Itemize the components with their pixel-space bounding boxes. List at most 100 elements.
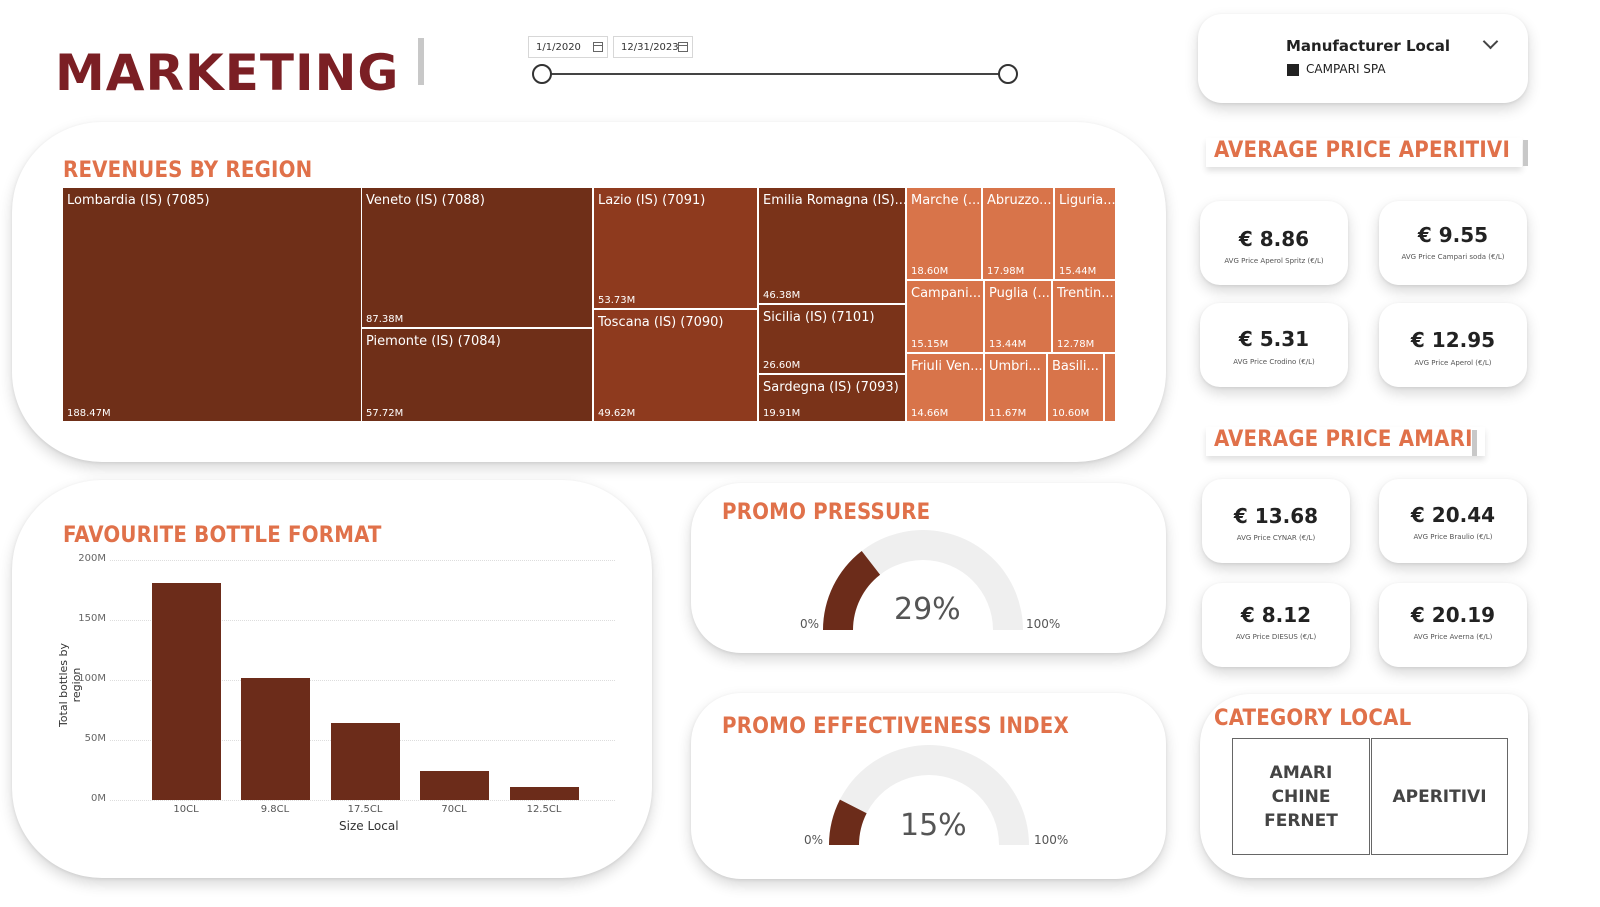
treemap-tile-value: 49.62M	[598, 408, 636, 419]
manufacturer-slicer-title: Manufacturer Local	[1286, 37, 1451, 55]
bar[interactable]	[330, 723, 400, 800]
x-tick-label: 70CL	[441, 804, 467, 815]
price-card-value: € 8.12	[1240, 603, 1312, 627]
price-card-label: AVG Price Crodino (€/L)	[1233, 358, 1315, 366]
treemap-tile-value: 57.72M	[366, 408, 404, 419]
gridline	[110, 620, 615, 621]
treemap-tile[interactable]: Sardegna (IS) (7093) 19.91M	[759, 375, 907, 423]
treemap-tile-label: Toscana (IS) (7090)	[598, 315, 724, 330]
date-range-end-handle[interactable]	[998, 64, 1018, 84]
treemap-tile[interactable]: Puglia (... 13.44M	[985, 281, 1053, 354]
treemap-tile-value: 87.38M	[366, 314, 404, 325]
bottle-chart-x-axis-label: Size Local	[339, 819, 399, 833]
bar[interactable]	[151, 582, 221, 800]
y-tick-label: 200M	[78, 553, 106, 564]
x-tick-label: 17.5CL	[347, 804, 383, 815]
promo-effectiveness-card	[691, 693, 1166, 879]
promo-pressure-max: 100%	[1026, 617, 1061, 631]
header-divider	[1472, 430, 1477, 456]
treemap-tile-value: 14.66M	[911, 408, 949, 419]
treemap-tile-label: Liguria...	[1059, 193, 1116, 208]
treemap-tile-label: Trentin...	[1057, 286, 1114, 301]
end-date-input[interactable]: 12/31/2023	[613, 36, 693, 58]
manufacturer-slicer[interactable]	[1198, 14, 1528, 103]
header-divider	[1523, 140, 1528, 166]
category-local-card	[1200, 694, 1528, 878]
start-date-input[interactable]: 1/1/2020	[528, 36, 608, 58]
treemap-tile-label: Basili...	[1052, 359, 1099, 374]
price-card-aperol	[1379, 303, 1527, 387]
treemap-tile-label: Sicilia (IS) (7101)	[763, 310, 875, 325]
treemap-tile[interactable]: Sicilia (IS) (7101) 26.60M	[759, 305, 907, 375]
manufacturer-selected-value[interactable]: CAMPARI SPA	[1306, 62, 1386, 76]
gridline	[110, 680, 615, 681]
treemap-tile-value: 10.60M	[1052, 408, 1090, 419]
price-card-value: € 13.68	[1233, 504, 1319, 528]
price-card-value: € 20.19	[1410, 603, 1496, 627]
price-card-value: € 5.31	[1238, 327, 1310, 351]
category-tile-label: APERITIVI	[1392, 786, 1487, 807]
price-card-cynar	[1202, 479, 1350, 563]
category-local-title: CATEGORY LOCAL	[1214, 706, 1412, 731]
treemap-tile[interactable]: Liguria... 15.44M	[1055, 188, 1117, 281]
manufacturer-checkbox[interactable]	[1287, 64, 1299, 76]
price-card-label: AVG Price CYNAR (€/L)	[1236, 534, 1316, 542]
treemap-tile[interactable]: Marche (... 18.60M	[907, 188, 983, 281]
treemap-tile-value: 13.44M	[989, 339, 1027, 350]
calendar-icon[interactable]	[593, 42, 603, 52]
treemap-tile-value: 11.67M	[989, 408, 1027, 419]
promo-pressure-gauge	[823, 530, 1023, 630]
treemap-tile-value: 15.44M	[1059, 266, 1097, 277]
treemap-tile[interactable]: Umbri... 11.67M	[985, 354, 1048, 423]
date-range-slider-track[interactable]	[542, 73, 1009, 75]
treemap-tile[interactable]	[1105, 354, 1117, 423]
favourite-bottle-format-card	[12, 480, 652, 878]
average-price-aperitivi-title: AVERAGE PRICE APERITIVI	[1206, 138, 1523, 167]
y-tick-label: 50M	[84, 733, 106, 744]
treemap-tile-value: 18.60M	[911, 266, 949, 277]
treemap-tile[interactable]: Veneto (IS) (7088) 87.38M	[362, 188, 594, 329]
treemap-tile-value: 26.60M	[763, 360, 801, 371]
treemap-tile-value: 188.47M	[67, 408, 111, 419]
price-card-label: AVG Price Campari soda (€/L)	[1401, 253, 1505, 261]
treemap-tile[interactable]: Abruzzo... 17.98M	[983, 188, 1055, 281]
treemap-tile[interactable]: Basili... 10.60M	[1048, 354, 1105, 423]
treemap-tile[interactable]: Piemonte (IS) (7084) 57.72M	[362, 329, 594, 423]
category-tile-aperitivi[interactable]: APERITIVI	[1371, 738, 1508, 855]
treemap-tile[interactable]: Lombardia (IS) (7085) 188.47M	[63, 188, 363, 423]
promo-effectiveness-value: 15%	[900, 808, 967, 843]
bar[interactable]	[509, 786, 579, 800]
treemap-tile-value: 12.78M	[1057, 339, 1095, 350]
treemap-tile-label: Lazio (IS) (7091)	[598, 193, 706, 208]
date-range-start-handle[interactable]	[532, 64, 552, 84]
treemap-tile[interactable]: Friuli Ven... 14.66M	[907, 354, 985, 423]
gauge-track	[829, 745, 1029, 845]
treemap-tile[interactable]: Toscana (IS) (7090) 49.62M	[594, 310, 759, 423]
x-tick-label: 12.5CL	[526, 804, 562, 815]
treemap-tile[interactable]: Lazio (IS) (7091) 53.73M	[594, 188, 759, 310]
treemap-tile[interactable]: Emilia Romagna (IS)... 46.38M	[759, 188, 907, 305]
treemap-tile[interactable]: Trentin... 12.78M	[1053, 281, 1117, 354]
favourite-bottle-format-title: FAVOURITE BOTTLE FORMAT	[63, 523, 382, 548]
price-card-value: € 12.95	[1410, 328, 1496, 352]
treemap-tile-label: Umbri...	[989, 359, 1041, 374]
treemap-tile-value: 46.38M	[763, 290, 801, 301]
x-tick-label: 9.8CL	[260, 804, 290, 815]
bar[interactable]	[240, 677, 310, 800]
x-tick-label: 10CL	[173, 804, 199, 815]
calendar-icon[interactable]	[678, 42, 688, 52]
price-card-averna	[1379, 583, 1527, 667]
price-card-campari-soda	[1379, 201, 1527, 285]
promo-effectiveness-min: 0%	[804, 833, 824, 847]
price-card-value: € 8.86	[1238, 227, 1310, 251]
category-tile-amari[interactable]: AMARI CHINE FERNET	[1232, 738, 1370, 855]
end-date-value: 12/31/2023	[621, 42, 679, 53]
treemap-tile[interactable]: Campani... 15.15M	[907, 281, 985, 354]
bottle-chart-y-axis-label: Total bottles by region	[57, 642, 83, 728]
price-card-label: AVG Price Aperol (€/L)	[1414, 359, 1492, 367]
treemap-tile-label: Emilia Romagna (IS)...	[763, 193, 907, 208]
treemap-tile-label: Abruzzo...	[987, 193, 1052, 208]
price-card-label: AVG Price DIESUS (€/L)	[1235, 633, 1317, 641]
title-divider	[418, 38, 424, 85]
bar[interactable]	[419, 771, 489, 800]
